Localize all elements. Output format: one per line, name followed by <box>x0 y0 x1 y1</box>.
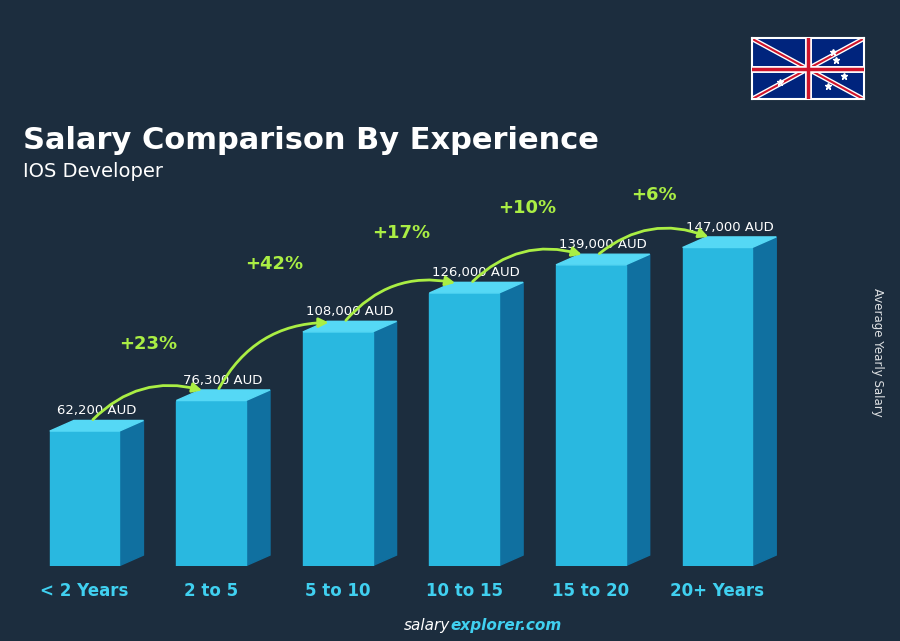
Bar <box>429 293 500 566</box>
Polygon shape <box>303 321 397 332</box>
Bar <box>176 401 246 566</box>
Text: 139,000 AUD: 139,000 AUD <box>559 238 647 251</box>
Text: salary: salary <box>404 619 450 633</box>
Text: 62,200 AUD: 62,200 AUD <box>57 404 136 417</box>
Text: +10%: +10% <box>499 199 556 217</box>
Polygon shape <box>429 283 523 293</box>
Polygon shape <box>373 321 397 566</box>
Text: +23%: +23% <box>119 335 177 353</box>
Text: +42%: +42% <box>246 255 303 273</box>
Text: 76,300 AUD: 76,300 AUD <box>184 374 263 387</box>
Polygon shape <box>246 390 270 566</box>
Bar <box>682 247 752 566</box>
Text: +6%: +6% <box>631 186 677 204</box>
Polygon shape <box>176 390 270 401</box>
Polygon shape <box>50 420 143 431</box>
Polygon shape <box>752 237 776 566</box>
Polygon shape <box>682 237 776 247</box>
Text: 147,000 AUD: 147,000 AUD <box>686 221 773 234</box>
Bar <box>556 265 626 566</box>
Text: Average Yearly Salary: Average Yearly Salary <box>871 288 884 417</box>
Polygon shape <box>120 420 143 566</box>
Polygon shape <box>500 283 523 566</box>
Text: explorer.com: explorer.com <box>450 619 562 633</box>
Bar <box>50 431 120 566</box>
Polygon shape <box>556 254 650 265</box>
Text: 126,000 AUD: 126,000 AUD <box>432 267 520 279</box>
Text: 108,000 AUD: 108,000 AUD <box>306 305 393 319</box>
Text: IOS Developer: IOS Developer <box>23 162 163 181</box>
Text: Salary Comparison By Experience: Salary Comparison By Experience <box>23 126 599 155</box>
Text: +17%: +17% <box>372 224 430 242</box>
Bar <box>303 332 373 566</box>
Polygon shape <box>626 254 650 566</box>
